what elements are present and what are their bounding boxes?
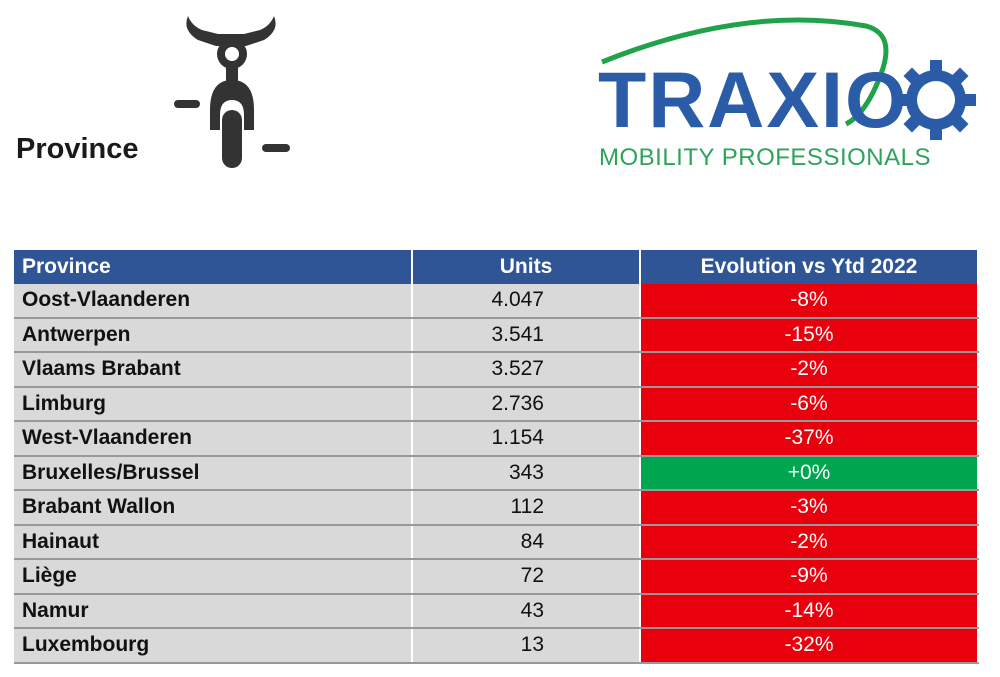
table-row: Limburg 2.736 -6%	[14, 386, 979, 422]
units-cell: 3.527	[412, 352, 641, 388]
evolution-cell: -32%	[640, 628, 979, 664]
province-cell: Brabant Wallon	[14, 490, 413, 526]
table-row: Bruxelles/Brussel 343 +0%	[14, 455, 979, 491]
table-header: Province Units Evolution vs Ytd 2022	[14, 250, 979, 284]
evolution-cell: -2%	[640, 352, 979, 388]
table-row: Liège 72 -9%	[14, 559, 979, 595]
evolution-cell: +0%	[640, 455, 979, 491]
province-cell: Antwerpen	[14, 317, 413, 353]
table-row: Luxembourg 13 -32%	[14, 628, 979, 664]
province-cell: West-Vlaanderen	[14, 421, 413, 457]
province-cell: Luxembourg	[14, 628, 413, 664]
units-cell: 2.736	[412, 386, 641, 422]
evolution-cell: -3%	[640, 490, 979, 526]
units-cell: 84	[412, 524, 641, 560]
column-header-province: Province	[14, 250, 413, 284]
page-title: Province	[16, 133, 139, 165]
table-row: Hainaut 84 -2%	[14, 524, 979, 560]
units-cell: 343	[412, 455, 641, 491]
units-cell: 112	[412, 490, 641, 526]
table-row: Brabant Wallon 112 -3%	[14, 490, 979, 526]
province-cell: Bruxelles/Brussel	[14, 455, 413, 491]
table-row: Antwerpen 3.541 -15%	[14, 317, 979, 353]
evolution-cell: -15%	[640, 317, 979, 353]
traxio-logo: TRAXIO MOBILITY PROFESSIONALS	[596, 14, 976, 174]
units-cell: 4.047	[412, 284, 641, 319]
table-row: Namur 43 -14%	[14, 593, 979, 629]
table-row: Vlaams Brabant 3.527 -2%	[14, 352, 979, 388]
evolution-cell: -6%	[640, 386, 979, 422]
motorcycle-icon	[174, 16, 290, 168]
units-cell: 1.154	[412, 421, 641, 457]
province-cell: Limburg	[14, 386, 413, 422]
column-header-evolution: Evolution vs Ytd 2022	[640, 250, 979, 284]
province-table: Province Units Evolution vs Ytd 2022 Oos…	[14, 250, 979, 664]
evolution-cell: -8%	[640, 284, 979, 319]
evolution-cell: -37%	[640, 421, 979, 457]
evolution-cell: -14%	[640, 593, 979, 629]
evolution-cell: -9%	[640, 559, 979, 595]
column-header-units: Units	[412, 250, 641, 284]
units-cell: 3.541	[412, 317, 641, 353]
province-cell: Vlaams Brabant	[14, 352, 413, 388]
evolution-cell: -2%	[640, 524, 979, 560]
province-cell: Hainaut	[14, 524, 413, 560]
units-cell: 13	[412, 628, 641, 664]
logo-tagline: MOBILITY PROFESSIONALS	[599, 144, 931, 171]
table-row: Oost-Vlaanderen 4.047 -8%	[14, 284, 979, 319]
province-cell: Liège	[14, 559, 413, 595]
units-cell: 72	[412, 559, 641, 595]
logo-wordmark: TRAXIO	[598, 55, 909, 144]
province-cell: Oost-Vlaanderen	[14, 284, 413, 319]
table-row: West-Vlaanderen 1.154 -37%	[14, 421, 979, 457]
province-cell: Namur	[14, 593, 413, 629]
units-cell: 43	[412, 593, 641, 629]
